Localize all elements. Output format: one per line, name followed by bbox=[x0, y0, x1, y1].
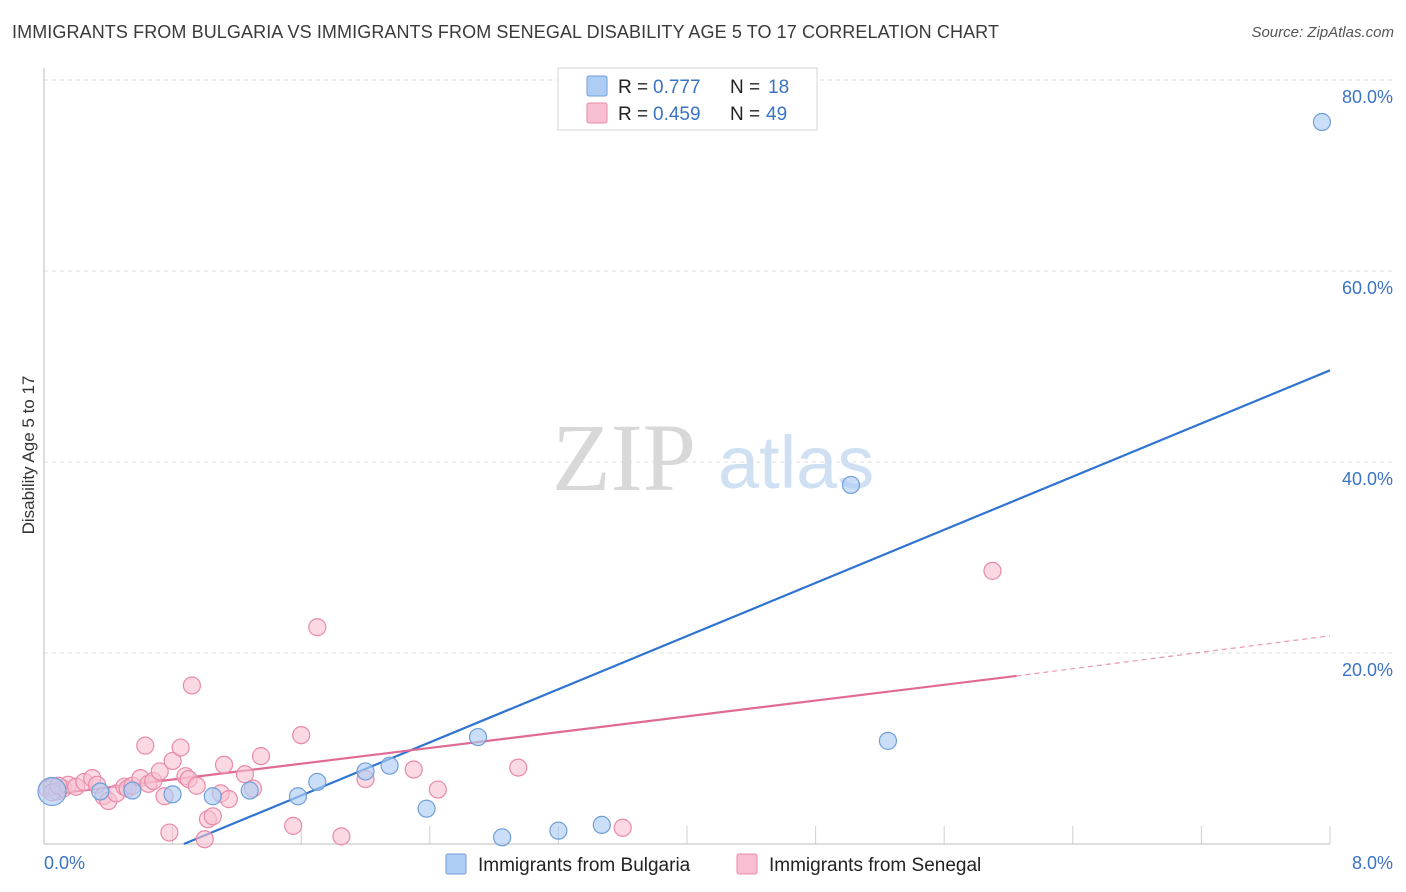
point-bulgaria-6 bbox=[288, 787, 308, 806]
point-senegal-33 bbox=[219, 790, 238, 809]
grid-lines bbox=[44, 79, 1392, 844]
point-bulgaria-3 bbox=[163, 785, 182, 804]
series-legend: Immigrants from Bulgaria Immigrants from… bbox=[445, 853, 981, 876]
watermark-zip: ZIP bbox=[552, 404, 696, 511]
trendline-bulgaria bbox=[183, 369, 1331, 846]
series-legend-label-senegal: Immigrants from Senegal bbox=[769, 855, 981, 876]
point-senegal-36 bbox=[251, 747, 271, 766]
legend-n-label-1: N = bbox=[730, 77, 760, 98]
tick-labels: 20.0% 40.0% 60.0% 80.0% 0.0% 8.0% bbox=[44, 87, 1393, 873]
point-senegal-30 bbox=[203, 807, 222, 826]
y-tick-label-20: 20.0% bbox=[1342, 660, 1393, 680]
point-senegal-37 bbox=[284, 816, 303, 835]
legend-r-value-1: 0.777 bbox=[653, 77, 701, 98]
point-bulgaria-1 bbox=[91, 782, 110, 801]
point-bulgaria-11 bbox=[468, 727, 488, 747]
point-senegal-44 bbox=[509, 758, 528, 777]
point-senegal-23 bbox=[171, 738, 190, 757]
point-senegal-16 bbox=[136, 736, 155, 755]
point-senegal-27 bbox=[187, 776, 206, 795]
y-tick-label-40: 40.0% bbox=[1342, 469, 1393, 489]
point-senegal-19 bbox=[150, 762, 169, 781]
legend-r-label-2: R = bbox=[618, 104, 648, 125]
point-bulgaria-15 bbox=[841, 475, 861, 495]
point-senegal-39 bbox=[308, 618, 327, 637]
point-bulgaria-8 bbox=[356, 762, 375, 781]
legend-swatch-bulgaria bbox=[586, 75, 608, 97]
point-bulgaria-12 bbox=[493, 828, 512, 847]
point-bulgaria-9 bbox=[380, 756, 399, 775]
point-bulgaria-10 bbox=[417, 799, 436, 818]
legend-n-value-2: 49 bbox=[766, 104, 787, 125]
legend-n-value-1: 18 bbox=[768, 77, 789, 98]
point-senegal-22 bbox=[163, 751, 182, 771]
series-legend-label-bulgaria: Immigrants from Bulgaria bbox=[478, 855, 691, 876]
point-senegal-21 bbox=[160, 823, 179, 842]
legend-swatch-senegal bbox=[586, 102, 608, 124]
y-tick-label-60: 60.0% bbox=[1342, 278, 1393, 298]
point-bulgaria-17 bbox=[1312, 112, 1332, 132]
data-points bbox=[37, 112, 1332, 849]
point-bulgaria-7 bbox=[308, 772, 327, 792]
point-senegal-46 bbox=[983, 561, 1002, 580]
series-legend-swatch-bulgaria bbox=[445, 853, 467, 875]
point-bulgaria-4 bbox=[203, 787, 222, 806]
source-credit: Source: ZipAtlas.com bbox=[1251, 24, 1394, 41]
point-senegal-26 bbox=[182, 676, 201, 695]
trendline-senegal bbox=[43, 674, 1017, 797]
point-senegal-42 bbox=[404, 760, 423, 779]
y-axis-label: Disability Age 5 to 17 bbox=[19, 376, 38, 535]
point-bulgaria-5 bbox=[240, 781, 259, 800]
trend-lines bbox=[43, 369, 1331, 846]
y-tick-label-80: 80.0% bbox=[1342, 87, 1393, 107]
point-senegal-32 bbox=[214, 755, 234, 774]
point-senegal-38 bbox=[292, 726, 311, 745]
point-bulgaria-0 bbox=[37, 776, 67, 807]
legend-n-label-2: N = bbox=[730, 104, 760, 125]
point-senegal-45 bbox=[613, 818, 632, 837]
point-bulgaria-2 bbox=[123, 781, 142, 800]
trendline-senegal-extension bbox=[1016, 635, 1331, 677]
point-senegal-40 bbox=[332, 827, 351, 846]
chart-title: IMMIGRANTS FROM BULGARIA VS IMMIGRANTS F… bbox=[12, 22, 1000, 42]
point-senegal-28 bbox=[195, 830, 214, 849]
stats-legend: R = 0.777 N = 18 R = 0.459 N = 49 bbox=[557, 67, 818, 131]
series-legend-swatch-senegal bbox=[736, 853, 758, 875]
axes bbox=[43, 68, 1330, 845]
legend-r-value-2: 0.459 bbox=[653, 104, 701, 125]
legend-r-label-1: R = bbox=[618, 77, 648, 98]
watermark: ZIP atlas bbox=[552, 404, 874, 511]
x-tick-label-min: 0.0% bbox=[44, 853, 85, 873]
point-bulgaria-14 bbox=[592, 815, 611, 835]
point-bulgaria-16 bbox=[878, 731, 898, 750]
point-senegal-34 bbox=[235, 765, 255, 784]
point-bulgaria-13 bbox=[549, 821, 568, 840]
x-tick-label-max: 8.0% bbox=[1352, 853, 1393, 873]
point-senegal-43 bbox=[428, 780, 447, 799]
